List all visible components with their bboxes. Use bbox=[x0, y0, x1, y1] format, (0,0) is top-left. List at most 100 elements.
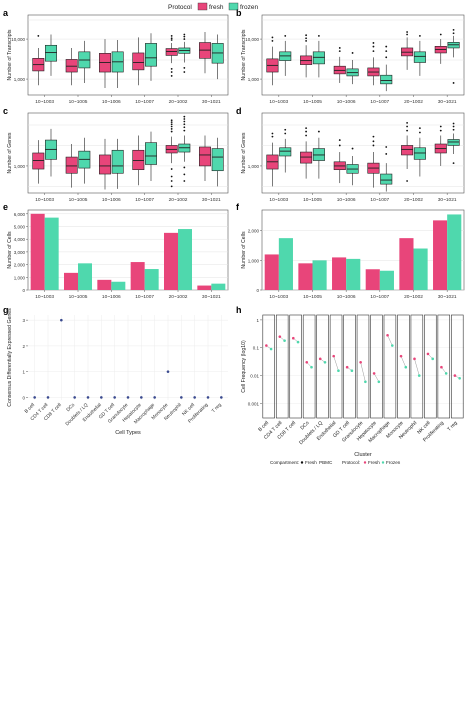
box-outlier bbox=[183, 126, 186, 129]
freq-point-frozen bbox=[296, 340, 300, 344]
box-outlier bbox=[183, 123, 186, 126]
freq-point-frozen bbox=[444, 372, 448, 375]
deg-point bbox=[73, 396, 76, 399]
freq-point-frozen bbox=[269, 347, 273, 351]
freq-point-fresh bbox=[291, 336, 295, 340]
box-outlier bbox=[305, 127, 308, 129]
y-tick-label: 10,000 bbox=[245, 37, 259, 42]
box-iqr bbox=[111, 149, 124, 174]
panel-e-cells-bar: 0 1,000 2,000 3,000 4,000 5,000 6,000 Number of… bbox=[7, 209, 229, 300]
box-outlier bbox=[183, 120, 186, 123]
box-outlier bbox=[183, 71, 186, 73]
y-tick-label: 2,000 bbox=[248, 229, 260, 234]
freq-point-fresh bbox=[413, 357, 416, 361]
x-tick-label: 20~1002 bbox=[169, 99, 188, 105]
bar bbox=[346, 258, 361, 290]
bar bbox=[433, 220, 448, 290]
bar bbox=[264, 254, 279, 290]
h-legend-protocol-item: Frozen bbox=[386, 460, 401, 465]
bar bbox=[44, 217, 59, 290]
x-tick-label: Doublets / LQ bbox=[64, 402, 89, 427]
box-outlier bbox=[406, 180, 409, 182]
box-outlier bbox=[452, 122, 455, 125]
box-outlier bbox=[183, 67, 186, 69]
box-outlier bbox=[452, 28, 455, 31]
y-tick-label: 0 bbox=[256, 288, 259, 293]
box-outlier bbox=[452, 32, 455, 35]
box-outlier bbox=[338, 144, 341, 147]
box-outlier bbox=[170, 37, 173, 40]
legend-swatch-fresh bbox=[197, 2, 208, 11]
deg-point bbox=[166, 370, 170, 373]
box-outlier bbox=[317, 130, 320, 133]
box-outlier bbox=[305, 134, 308, 137]
box-iqr bbox=[65, 156, 78, 174]
box-iqr bbox=[199, 146, 211, 167]
facet-frame bbox=[356, 314, 370, 419]
box-outlier bbox=[170, 128, 173, 130]
box-iqr bbox=[447, 139, 460, 146]
x-tick-label: 10~1007 bbox=[370, 99, 389, 105]
y-tick-label: 1,000 bbox=[14, 77, 26, 82]
box-outlier bbox=[385, 153, 388, 155]
x-tick-label: B cell bbox=[24, 402, 37, 415]
freq-point-frozen bbox=[310, 365, 313, 369]
deg-point bbox=[193, 396, 196, 399]
box-iqr bbox=[145, 142, 157, 165]
y-tick-label: 1,000 bbox=[248, 164, 260, 169]
y-tick-label: 0.1 bbox=[253, 346, 260, 351]
bar bbox=[312, 260, 327, 290]
box-outlier bbox=[452, 128, 455, 131]
box-iqr bbox=[32, 152, 45, 170]
x-tick-label: 10~1006 bbox=[337, 197, 356, 203]
y-tick-label: 1,000 bbox=[248, 258, 260, 263]
y-tick-label: 1,000 bbox=[14, 275, 26, 280]
y-axis-label: Number of Genes bbox=[7, 132, 13, 173]
box-outlier bbox=[372, 140, 375, 143]
facet-frame bbox=[451, 314, 464, 419]
panel-letter-c: c bbox=[3, 106, 8, 116]
box-outlier bbox=[439, 129, 442, 132]
y-tick-label: 0.001 bbox=[248, 401, 260, 406]
x-tick-label: 10~1007 bbox=[135, 294, 154, 300]
plot-frame bbox=[27, 14, 229, 96]
y-tick-label: 0.01 bbox=[250, 374, 259, 379]
box-outlier bbox=[406, 125, 409, 128]
legend-label-frozen: frozen bbox=[240, 4, 258, 11]
box-outlier bbox=[418, 127, 421, 129]
freq-point-fresh bbox=[426, 352, 430, 356]
freq-point-frozen bbox=[404, 365, 408, 369]
box-iqr bbox=[300, 151, 313, 164]
x-tick-label: DCs bbox=[65, 402, 76, 413]
deg-point bbox=[140, 396, 143, 399]
panel-letter-d: d bbox=[236, 106, 242, 116]
deg-point bbox=[46, 396, 50, 399]
freq-point-fresh bbox=[305, 361, 309, 364]
x-tick-label: 10~1006 bbox=[337, 99, 356, 105]
h-legend-protocol-item: Fresh bbox=[368, 460, 380, 465]
legend-label-fresh: fresh bbox=[209, 4, 224, 11]
freq-point-fresh bbox=[265, 344, 268, 347]
box-outlier bbox=[284, 128, 287, 131]
x-tick-label: 30~1021 bbox=[438, 99, 457, 105]
x-tick-label: 10~1006 bbox=[102, 197, 121, 203]
x-tick-label: 10~1005 bbox=[303, 197, 322, 203]
box-outlier bbox=[372, 50, 375, 53]
box-outlier bbox=[351, 52, 354, 54]
y-axis-label: Number of Genes bbox=[241, 132, 247, 173]
y-tick-label: 6,000 bbox=[14, 212, 26, 217]
box-iqr bbox=[279, 147, 292, 157]
x-tick-label: 10~1006 bbox=[102, 294, 121, 300]
box-outlier bbox=[418, 35, 421, 37]
y-axis-label: Number of Transcripts bbox=[241, 29, 247, 80]
plot-frame bbox=[261, 209, 465, 291]
freq-point-fresh bbox=[318, 357, 322, 361]
x-tick-label: 10~1006 bbox=[102, 99, 121, 105]
box-outlier bbox=[170, 185, 173, 188]
x-tick-label: 10~1007 bbox=[370, 294, 389, 300]
bar bbox=[379, 270, 394, 290]
facet-frame bbox=[424, 314, 437, 419]
box-outlier bbox=[183, 173, 186, 176]
box-outlier bbox=[271, 132, 274, 135]
